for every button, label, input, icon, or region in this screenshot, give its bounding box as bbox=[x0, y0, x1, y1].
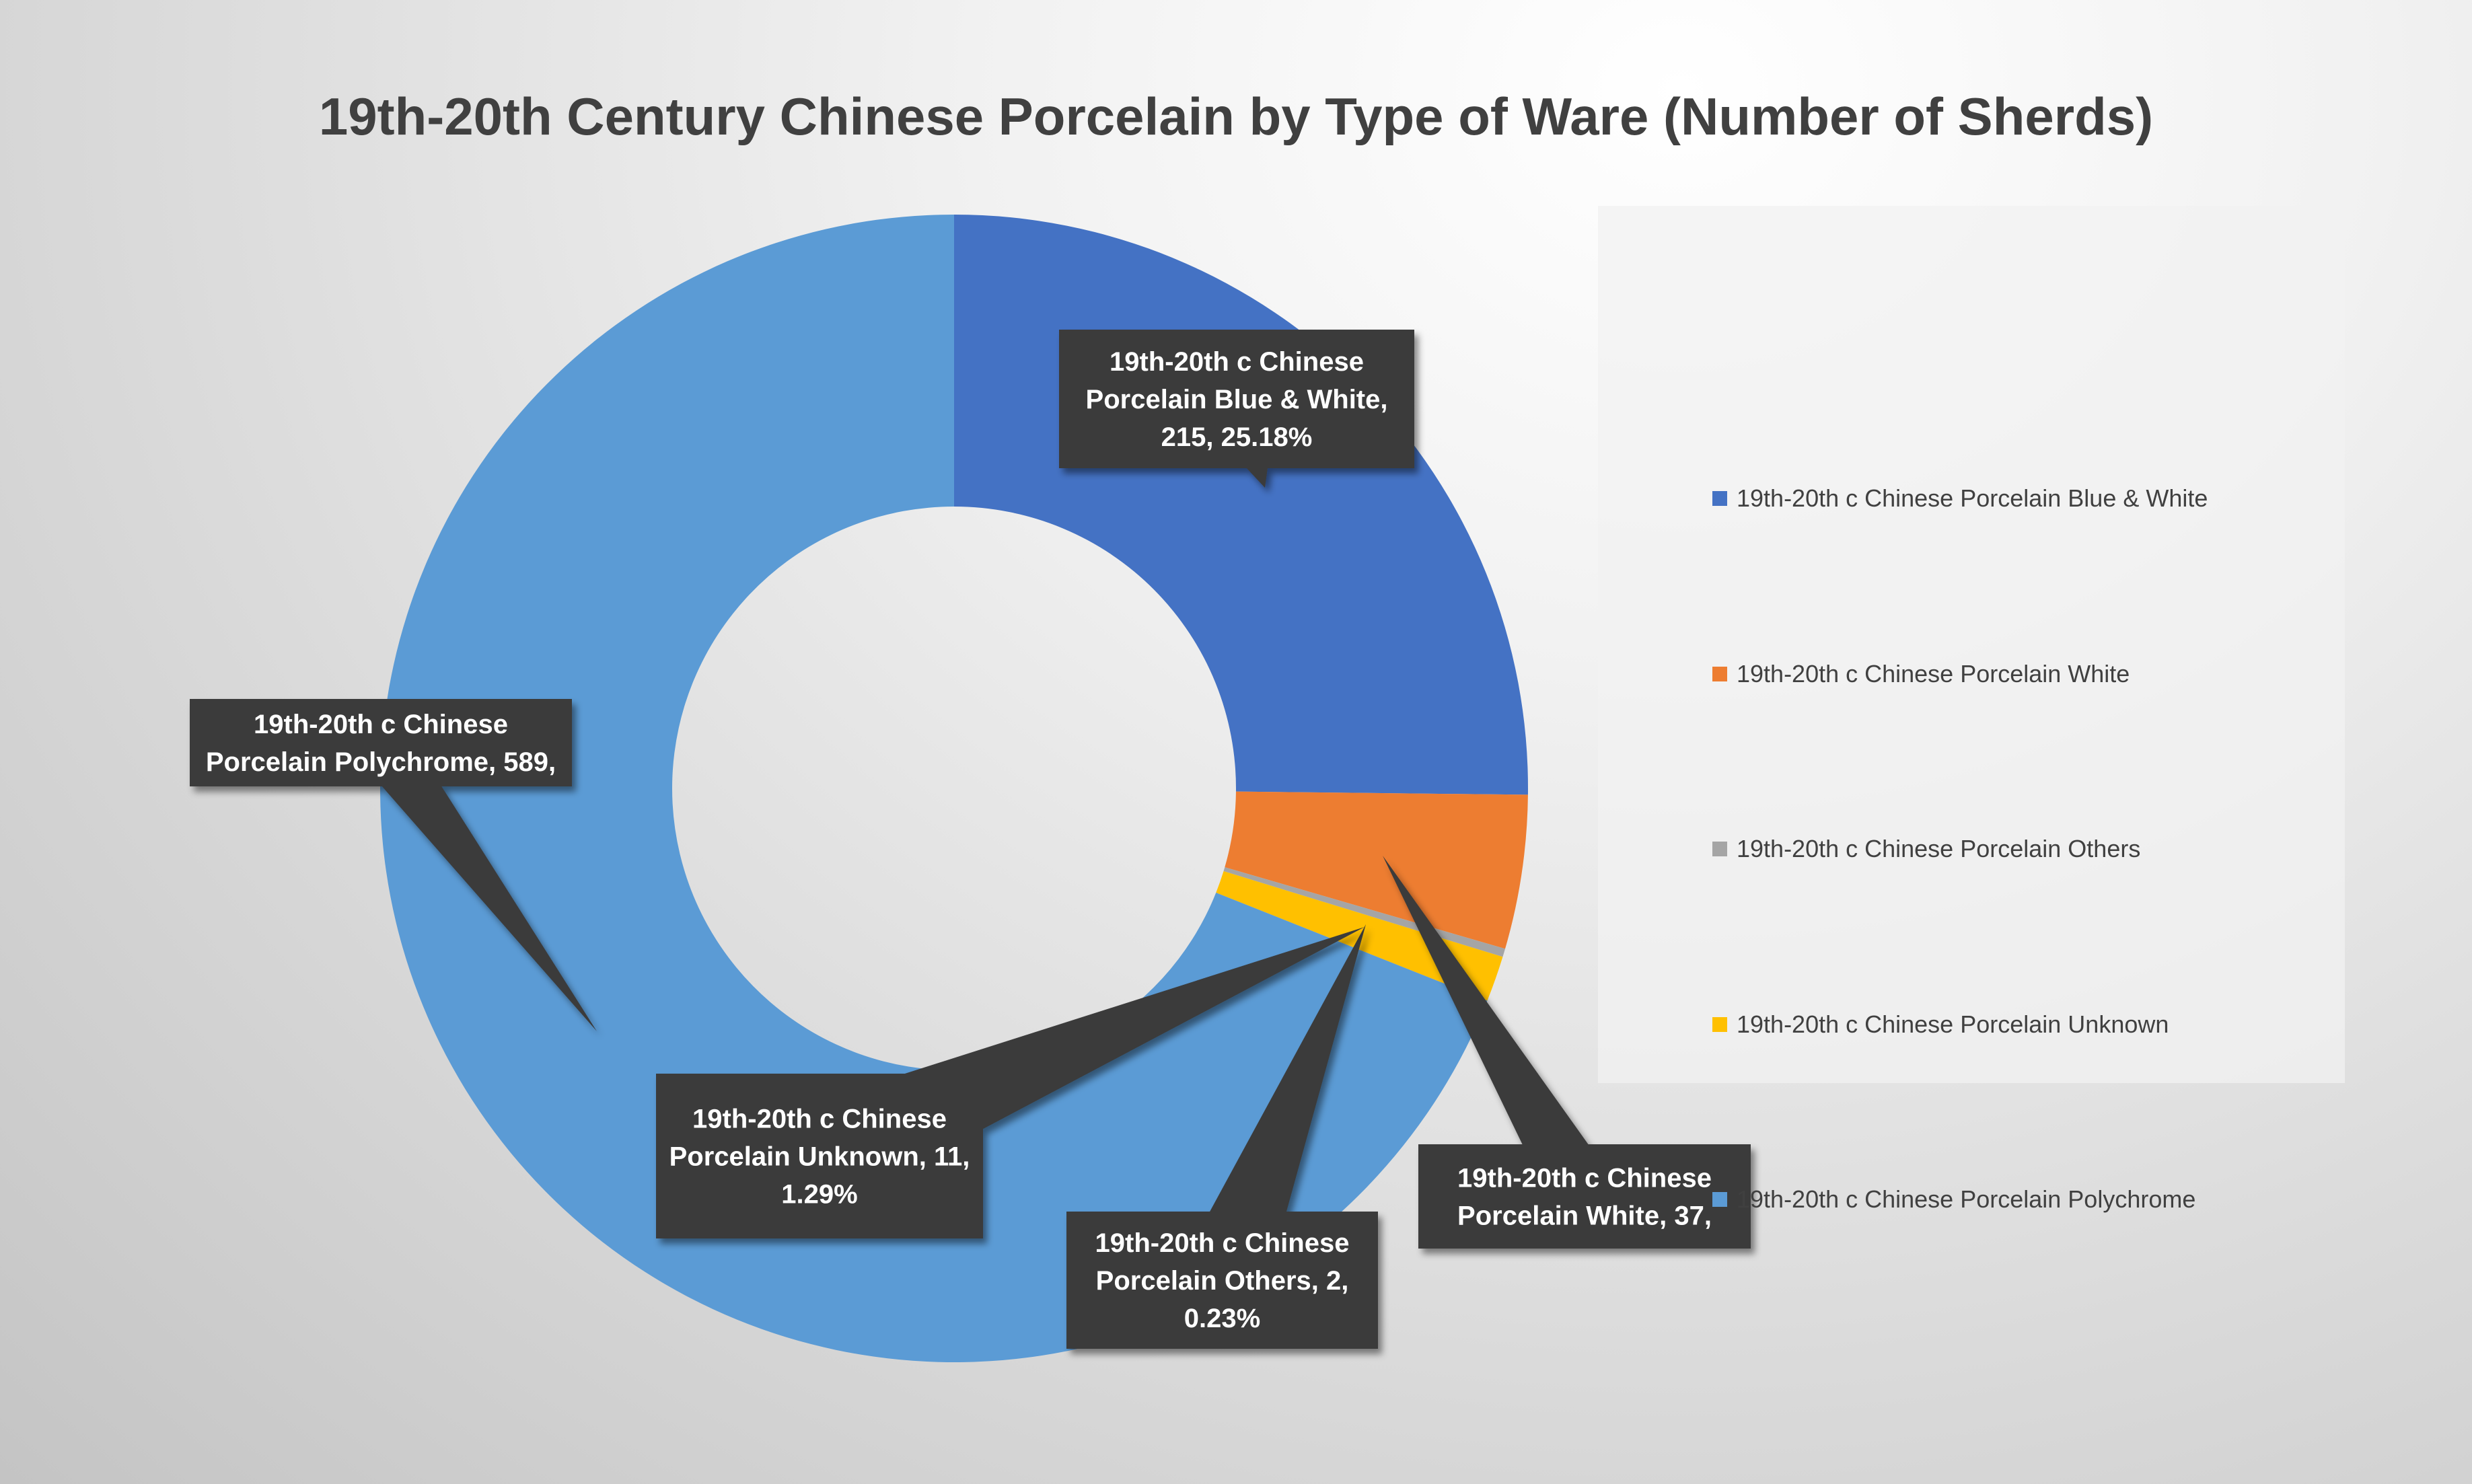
slice-19th-20th-c-chinese-porcelain-blue-and-white bbox=[954, 215, 1528, 795]
label-line: 1.29% bbox=[781, 1180, 857, 1210]
label-line: 19th-20th c Chinese bbox=[1110, 347, 1364, 377]
legend-label: 19th-20th c Chinese Porcelain Others bbox=[1737, 835, 2141, 862]
label-line: 19th-20th c Chinese bbox=[254, 710, 508, 739]
legend-swatch bbox=[1712, 1192, 1727, 1207]
label-box bbox=[1059, 330, 1414, 468]
label-line: 19th-20th c Chinese bbox=[1095, 1228, 1350, 1258]
label-pointer bbox=[1383, 856, 1613, 1214]
label-line: Porcelain Polychrome, 589, bbox=[206, 747, 556, 777]
slice-19th-20th-c-chinese-porcelain-unknown bbox=[1216, 871, 1503, 1001]
label-line: Porcelain White, 37, bbox=[1457, 1201, 1712, 1231]
label-box bbox=[1418, 1144, 1751, 1249]
chart-title: 19th-20th Century Chinese Porcelain by T… bbox=[318, 87, 2154, 146]
legend-label: 19th-20th c Chinese Porcelain Unknown bbox=[1737, 1010, 2169, 1038]
label-text: 19th-20th c Chinese Porcelain White, 37, bbox=[1457, 1164, 1712, 1231]
legend: 19th-20th c Chinese Porcelain Blue & Whi… bbox=[1598, 206, 2345, 1213]
data-label-19th-20th-c-chinese-porcelain-polychrome: 19th-20th c Chinese Porcelain Polychrome,… bbox=[190, 699, 597, 1031]
label-box bbox=[656, 1074, 983, 1238]
data-label-19th-20th-c-chinese-porcelain-unknown: 19th-20th c Chinese Porcelain Unknown, 11… bbox=[656, 927, 1365, 1238]
legend-label: 19th-20th c Chinese Porcelain Polychrome bbox=[1737, 1185, 2196, 1213]
label-line: 19th-20th c Chinese bbox=[692, 1105, 947, 1134]
label-text: 19th-20th c Chinese Porcelain Polychrome,… bbox=[206, 710, 556, 777]
data-label-19th-20th-c-chinese-porcelain-others: 19th-20th c Chinese Porcelain Others, 2, 0… bbox=[1066, 924, 1378, 1349]
legend-item-polychrome: 19th-20th c Chinese Porcelain Polychrome bbox=[1712, 1183, 2195, 1216]
label-text: 19th-20th c Chinese Porcelain Others, 2, 0… bbox=[1095, 1228, 1350, 1333]
slice-19th-20th-c-chinese-porcelain-white bbox=[1225, 791, 1528, 949]
legend-swatch bbox=[1712, 667, 1727, 681]
data-label-19th-20th-c-chinese-porcelain-white: 19th-20th c Chinese Porcelain White, 37, bbox=[1383, 856, 1751, 1249]
label-box bbox=[1066, 1212, 1378, 1349]
label-line: Porcelain Unknown, 11, bbox=[669, 1142, 970, 1172]
label-line: 19th-20th c Chinese bbox=[1457, 1164, 1712, 1193]
legend-item-blue-white: 19th-20th c Chinese Porcelain Blue & Whi… bbox=[1712, 482, 2208, 515]
legend-label: 19th-20th c Chinese Porcelain White bbox=[1737, 660, 2130, 688]
label-line: Porcelain Blue & White, bbox=[1086, 385, 1388, 414]
data-label-19th-20th-c-chinese-porcelain-blue-and-white: 19th-20th c Chinese Porcelain Blue & Whit… bbox=[1059, 330, 1414, 488]
label-text: 19th-20th c Chinese Porcelain Blue & Whit… bbox=[1086, 347, 1388, 452]
label-pointer bbox=[358, 726, 597, 1031]
label-text: 19th-20th c Chinese Porcelain Unknown, 11… bbox=[669, 1105, 970, 1210]
label-line: 0.23% bbox=[1184, 1304, 1260, 1333]
legend-item-white: 19th-20th c Chinese Porcelain White bbox=[1712, 657, 2130, 691]
legend-swatch bbox=[1712, 842, 1727, 856]
legend-item-unknown: 19th-20th c Chinese Porcelain Unknown bbox=[1712, 1008, 2169, 1041]
legend-label: 19th-20th c Chinese Porcelain Blue & Whi… bbox=[1737, 484, 2208, 512]
label-line: 215, 25.18% bbox=[1161, 422, 1313, 452]
legend-swatch bbox=[1712, 491, 1727, 506]
legend-swatch bbox=[1712, 1017, 1727, 1032]
label-line: Porcelain Others, 2, bbox=[1096, 1266, 1349, 1296]
label-box bbox=[190, 699, 572, 786]
label-pointer bbox=[1181, 924, 1366, 1297]
legend-item-others: 19th-20th c Chinese Porcelain Others bbox=[1712, 832, 2140, 866]
